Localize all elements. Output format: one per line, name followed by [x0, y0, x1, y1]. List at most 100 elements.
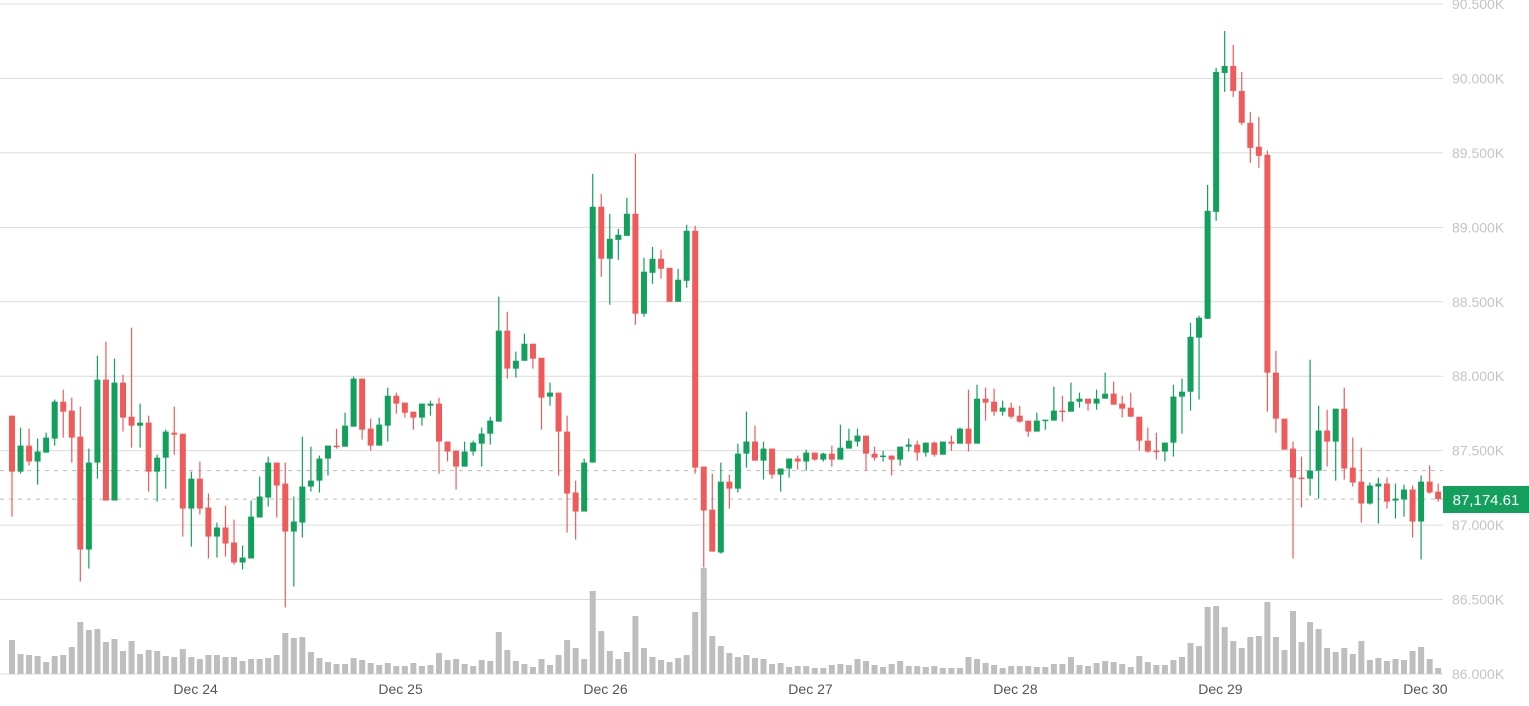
candle-up[interactable]	[418, 403, 425, 426]
candle-down[interactable]	[1358, 447, 1365, 523]
candle-down[interactable]	[1230, 44, 1237, 97]
candle-up[interactable]	[1161, 442, 1168, 462]
candle-up[interactable]	[1102, 372, 1109, 399]
candle-up[interactable]	[1187, 322, 1194, 411]
candle-down[interactable]	[1349, 437, 1356, 487]
candle-down[interactable]	[794, 455, 801, 470]
candle-down[interactable]	[1127, 392, 1134, 417]
candle-down[interactable]	[410, 411, 417, 430]
candle-up[interactable]	[939, 441, 946, 455]
candle-down[interactable]	[179, 433, 186, 537]
candle-down[interactable]	[598, 193, 605, 277]
candle-down[interactable]	[401, 402, 408, 418]
candle-up[interactable]	[1076, 392, 1083, 408]
candle-up[interactable]	[922, 442, 929, 457]
candle-up[interactable]	[290, 496, 297, 587]
candle-up[interactable]	[512, 351, 519, 378]
candle-up[interactable]	[760, 441, 767, 480]
candle-down[interactable]	[709, 473, 716, 552]
candle-up[interactable]	[1093, 389, 1100, 410]
candle-up[interactable]	[521, 333, 528, 361]
candle-up[interactable]	[137, 403, 144, 448]
candle-up[interactable]	[1178, 378, 1185, 434]
candle-up[interactable]	[1366, 482, 1373, 505]
candle-up[interactable]	[111, 358, 118, 501]
candle-down[interactable]	[1409, 485, 1416, 538]
candle-up[interactable]	[495, 296, 502, 422]
candle-up[interactable]	[589, 173, 596, 463]
candle-down[interactable]	[726, 474, 733, 509]
candle-up[interactable]	[734, 443, 741, 493]
candle-down[interactable]	[658, 249, 665, 279]
candle-up[interactable]	[905, 438, 912, 452]
candle-down[interactable]	[700, 466, 707, 568]
candle-down[interactable]	[436, 397, 442, 474]
candle-up[interactable]	[1221, 30, 1228, 92]
candle-down[interactable]	[1025, 420, 1032, 437]
candle-down[interactable]	[538, 357, 545, 430]
candle-down[interactable]	[1290, 441, 1296, 559]
candle-up[interactable]	[316, 455, 323, 493]
candle-up[interactable]	[623, 197, 630, 236]
candle-up[interactable]	[265, 456, 272, 507]
candle-down[interactable]	[529, 343, 536, 369]
candle-up[interactable]	[34, 438, 41, 485]
candle-down[interactable]	[991, 388, 998, 416]
candle-up[interactable]	[1204, 184, 1211, 319]
candle-up[interactable]	[743, 411, 750, 468]
candle-up[interactable]	[1418, 475, 1425, 560]
candle-down[interactable]	[769, 448, 776, 479]
candle-up[interactable]	[350, 376, 357, 427]
candle-up[interactable]	[1196, 315, 1203, 400]
candle-up[interactable]	[324, 445, 331, 476]
candle-up[interactable]	[1401, 484, 1408, 517]
candle-up[interactable]	[581, 458, 588, 512]
candle-down[interactable]	[666, 267, 673, 302]
candle-up[interactable]	[1307, 359, 1314, 496]
candle-down[interactable]	[982, 387, 989, 421]
candle-up[interactable]	[299, 436, 306, 538]
candle-down[interactable]	[1272, 350, 1279, 433]
candle-up[interactable]	[854, 428, 861, 447]
candle-up[interactable]	[606, 213, 613, 305]
candle-up[interactable]	[239, 545, 246, 570]
candle-up[interactable]	[1332, 408, 1339, 481]
candle-down[interactable]	[9, 415, 15, 517]
candle-down[interactable]	[1153, 432, 1160, 460]
candle-down[interactable]	[120, 374, 127, 432]
candle-up[interactable]	[1050, 386, 1057, 421]
candle-up[interactable]	[1375, 477, 1382, 524]
candle-down[interactable]	[751, 425, 758, 461]
candle-down[interactable]	[393, 392, 400, 414]
candle-down[interactable]	[196, 461, 203, 515]
candle-up[interactable]	[999, 400, 1006, 416]
candle-down[interactable]	[914, 440, 921, 461]
candle-down[interactable]	[1298, 456, 1305, 508]
candle-up[interactable]	[1033, 412, 1040, 432]
candle-down[interactable]	[1324, 409, 1331, 467]
candle-up[interactable]	[675, 268, 682, 302]
candle-up[interactable]	[1315, 405, 1322, 499]
candle-up[interactable]	[478, 427, 485, 467]
candle-up[interactable]	[154, 454, 161, 502]
candle-up[interactable]	[1042, 419, 1049, 430]
candle-down[interactable]	[555, 392, 562, 476]
candle-down[interactable]	[68, 397, 75, 463]
candle-down[interactable]	[931, 441, 938, 457]
candle-up[interactable]	[615, 228, 622, 260]
candle-up[interactable]	[1067, 382, 1074, 412]
candle-down[interactable]	[965, 389, 972, 452]
candle-up[interactable]	[43, 432, 50, 453]
candle-down[interactable]	[1426, 465, 1433, 494]
candle-down[interactable]	[77, 406, 84, 582]
candle-up[interactable]	[256, 476, 263, 518]
candle-up[interactable]	[248, 500, 255, 559]
candle-down[interactable]	[1016, 405, 1023, 423]
candle-down[interactable]	[145, 415, 152, 492]
candle-up[interactable]	[51, 399, 58, 446]
candle-up[interactable]	[547, 382, 554, 406]
candle-down[interactable]	[282, 462, 289, 608]
candle-down[interactable]	[359, 378, 366, 440]
candle-down[interactable]	[871, 446, 878, 461]
